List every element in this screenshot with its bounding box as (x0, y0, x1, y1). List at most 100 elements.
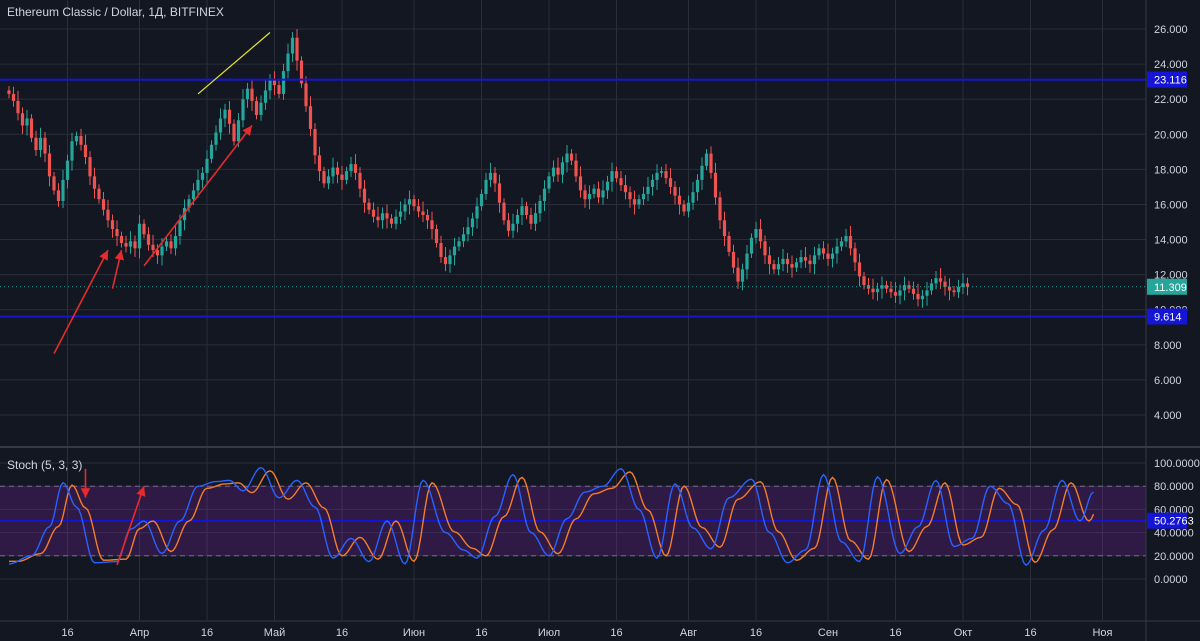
candle-body (736, 267, 740, 282)
candle-body (790, 264, 794, 268)
candle-body (911, 288, 916, 294)
candle-body (281, 71, 286, 94)
candle-body (880, 285, 884, 289)
chart-title: Ethereum Classic / Dollar, 1Д, BITFINEX (7, 5, 224, 19)
candle-body (133, 241, 137, 249)
candle-body (232, 123, 236, 142)
candle-body (362, 188, 367, 203)
time-tick-label: 16 (201, 627, 213, 639)
candle-body (187, 199, 191, 208)
candle-body (214, 132, 218, 145)
candle-body (943, 281, 947, 287)
candle-body (259, 102, 263, 115)
candle-body (592, 188, 596, 194)
candle-body (623, 185, 628, 193)
candle-body (344, 171, 349, 180)
candle-body (115, 229, 119, 237)
candle-body (938, 278, 943, 282)
annotation-arrow[interactable] (143, 125, 253, 267)
candle-body (236, 120, 241, 142)
candle-body (173, 236, 178, 249)
candle-body (889, 288, 893, 293)
candle-body (952, 290, 956, 293)
candle-body (502, 202, 506, 221)
candle-body (965, 283, 970, 287)
candle-body (241, 99, 245, 121)
time-tick-label: Май (264, 627, 286, 639)
time-tick-label: 16 (610, 627, 622, 639)
annotation-arrow[interactable] (111, 249, 124, 289)
candle-body (245, 88, 250, 100)
annotation-arrow[interactable] (116, 485, 146, 566)
candle-body (65, 160, 70, 180)
candle-body (223, 109, 227, 119)
price-candlesticks (7, 29, 970, 308)
stoch-indicator-title[interactable]: Stoch (5, 3, 3) (7, 458, 83, 472)
candle-body (191, 190, 196, 200)
candle-body (124, 243, 128, 247)
candle-body (200, 172, 205, 180)
candle-body (727, 236, 731, 252)
candle-body (272, 79, 277, 86)
candle-body (686, 202, 691, 212)
candle-body (641, 193, 646, 200)
candle-body (38, 137, 43, 151)
annotation-arrow[interactable] (53, 249, 109, 354)
candle-body (875, 288, 880, 293)
candle-body (389, 218, 394, 224)
candle-body (547, 176, 551, 189)
candle-body (542, 188, 547, 201)
last-price-tag: 11.309 (1154, 282, 1187, 294)
candle-body (515, 214, 520, 224)
candle-body (511, 223, 515, 231)
time-tick-label: Окт (954, 627, 973, 639)
candle-body (961, 283, 965, 287)
candle-body (178, 220, 182, 237)
candle-body (650, 179, 655, 187)
candle-body (695, 179, 700, 193)
candle-body (610, 171, 614, 182)
candle-body (488, 172, 493, 180)
candle-body (673, 186, 677, 196)
level-tag-bg (1147, 308, 1187, 325)
candle-body (596, 188, 601, 198)
candle-body (574, 160, 578, 177)
candle-body (646, 186, 650, 194)
candle-body (74, 136, 79, 142)
candle-body (655, 172, 659, 180)
horizontal-levels[interactable] (0, 78, 1146, 522)
annotation-trendline[interactable] (197, 32, 271, 95)
candle-body (902, 285, 907, 291)
candle-body (353, 164, 358, 173)
drawing-annotations[interactable] (53, 32, 271, 566)
candle-body (227, 109, 232, 124)
candle-body (560, 162, 565, 175)
candle-body (677, 195, 682, 205)
level-tag: 23.116 (1154, 75, 1187, 87)
time-tick-label: 16 (750, 627, 762, 639)
candle-body (461, 234, 466, 242)
candle-body (367, 202, 371, 210)
time-tick-label: 16 (61, 627, 73, 639)
candle-body (785, 258, 790, 265)
candle-body (452, 246, 457, 256)
candle-body (326, 176, 331, 184)
candle-body (929, 283, 934, 291)
candle-body (583, 190, 587, 200)
stoch-level-tag: 50.2763 (1154, 516, 1194, 528)
candle-body (772, 264, 776, 270)
candle-body (290, 37, 295, 54)
candle-body (533, 213, 538, 224)
candle-body (358, 172, 362, 189)
candle-body (893, 292, 898, 296)
candle-body (745, 253, 749, 270)
time-tick-label: Июн (403, 627, 425, 639)
candle-body (799, 257, 803, 263)
candle-body (439, 243, 443, 258)
candle-body (817, 248, 821, 256)
candle-body (637, 199, 641, 205)
candle-body (88, 157, 92, 177)
candle-body (709, 153, 713, 173)
